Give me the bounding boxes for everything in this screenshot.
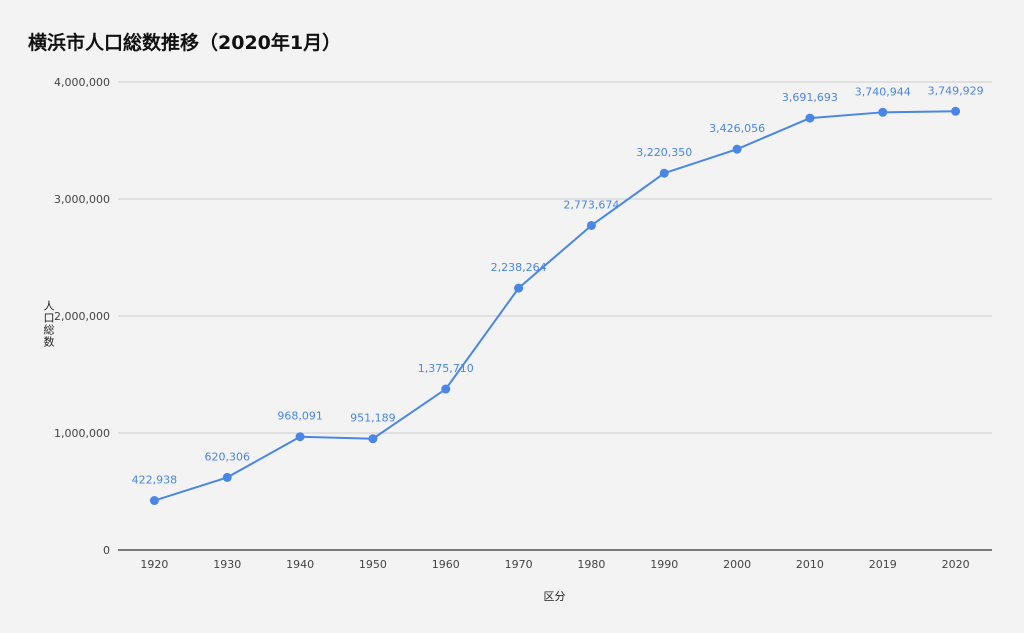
x-tick-label: 1980 [577, 558, 605, 571]
x-tick-label: 1920 [140, 558, 168, 571]
data-labels: 422,938 620,306 968,091 951,189 1,375,710 2,2… [132, 84, 984, 486]
data-points [149, 106, 961, 506]
data-point [951, 106, 961, 116]
x-tick-label: 1940 [286, 558, 314, 571]
data-label: 3,749,929 [928, 84, 984, 97]
chart-title: 横浜市人口総数推移（2020年1月） [28, 32, 342, 54]
data-label: 620,306 [205, 450, 251, 463]
data-label: 2,238,264 [491, 261, 547, 274]
x-axis-label: 区分 [543, 590, 566, 603]
data-label: 422,938 [132, 474, 178, 487]
data-point [222, 472, 232, 482]
data-label: 2,773,674 [563, 198, 619, 211]
x-tick-label: 2010 [796, 558, 824, 571]
data-label: 968,091 [277, 410, 323, 423]
x-tick-label: 2020 [942, 558, 970, 571]
y-tick-label: 1,000,000 [54, 427, 110, 440]
y-tick-label: 0 [103, 544, 110, 557]
data-point [878, 107, 888, 117]
y-tick-label: 2,000,000 [54, 310, 110, 323]
data-label: 3,740,944 [855, 85, 911, 98]
y-tick-labels: 0 1,000,000 2,000,000 3,000,000 4,000,000 [54, 76, 110, 557]
data-label: 951,189 [350, 412, 396, 425]
x-tick-label: 1950 [359, 558, 387, 571]
data-point [586, 220, 596, 230]
data-point [368, 434, 378, 444]
data-label: 3,691,693 [782, 91, 838, 104]
data-point [514, 283, 524, 293]
data-label: 1,375,710 [418, 362, 474, 375]
data-point [732, 144, 742, 154]
series-line [154, 110, 956, 502]
gridlines [118, 81, 992, 551]
x-tick-label: 2019 [869, 558, 897, 571]
data-point [659, 168, 669, 178]
data-point [805, 113, 815, 123]
x-tick-label: 2000 [723, 558, 751, 571]
data-label: 3,426,056 [709, 122, 765, 135]
data-point [441, 384, 451, 394]
x-tick-label: 1930 [213, 558, 241, 571]
x-tick-label: 1960 [432, 558, 460, 571]
data-point [295, 432, 305, 442]
y-tick-label: 4,000,000 [54, 76, 110, 89]
series-line-group [154, 110, 956, 502]
x-tick-label: 1990 [650, 558, 678, 571]
data-label: 3,220,350 [636, 146, 692, 159]
y-tick-label: 3,000,000 [54, 193, 110, 206]
data-point [149, 496, 159, 506]
x-tick-labels: 1920 1930 1940 1950 1960 1970 1980 1990 2000 2010… [140, 558, 969, 571]
y-axis-label: 人口総数 [42, 300, 55, 348]
x-tick-label: 1970 [505, 558, 533, 571]
